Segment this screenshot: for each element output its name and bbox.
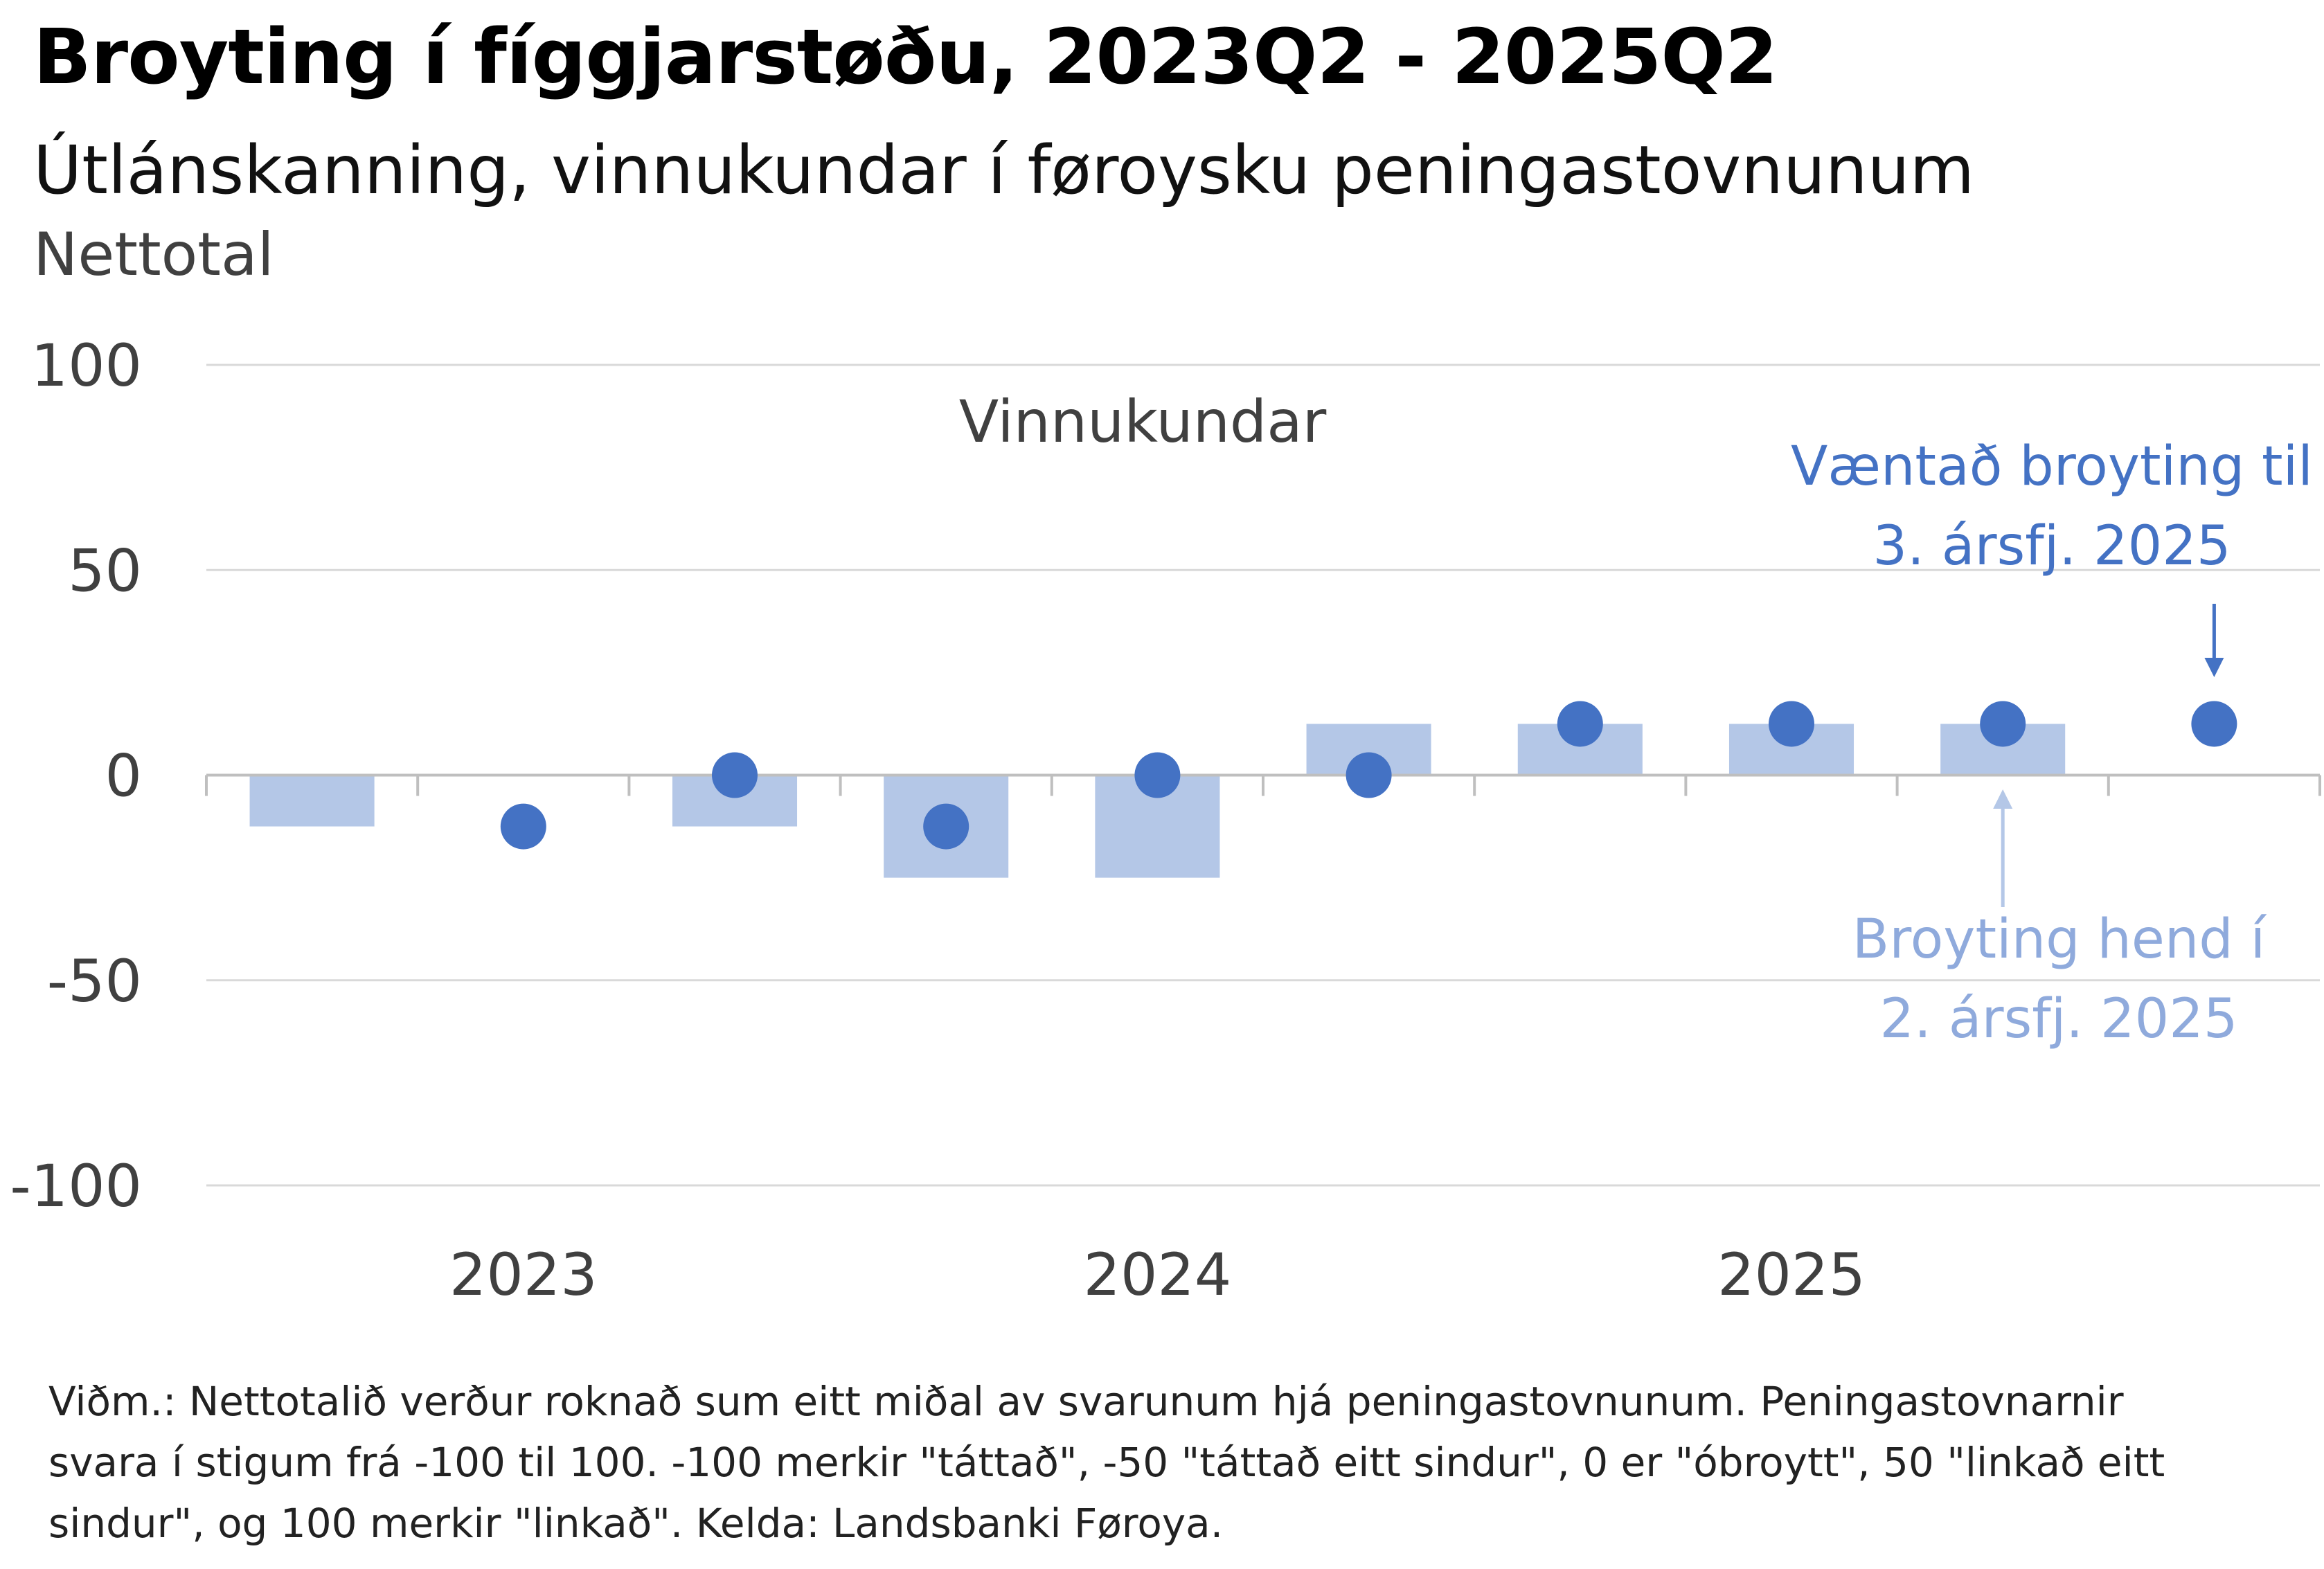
annotation-realised-arrowhead xyxy=(1993,789,2013,809)
dot xyxy=(712,752,758,798)
x-tick-label: 2025 xyxy=(1717,1241,1866,1309)
annotation-realised-text: 2. ársfj. 2025 xyxy=(1880,988,2238,1050)
x-tick-label: 2023 xyxy=(449,1241,598,1309)
dot xyxy=(1769,701,1814,747)
dot xyxy=(2191,701,2237,747)
dot xyxy=(1557,701,1603,747)
dot xyxy=(500,803,546,850)
dot xyxy=(923,803,969,850)
y-tick-label: -50 xyxy=(47,947,142,1015)
x-axis xyxy=(205,773,2321,796)
dot xyxy=(1134,752,1181,798)
dots-layer xyxy=(500,701,2237,850)
dot xyxy=(1980,701,2026,747)
chart-title: Vinnukundar xyxy=(959,388,1327,456)
unit-label: Nettotal xyxy=(33,220,274,289)
gridlines xyxy=(206,364,2320,1187)
bar-dot-chart: 100 50 0 -50 -100 2023 2024 2025 Vinnukundar Væ… xyxy=(10,332,2321,1309)
annotation-realised-text: Broyting hend í xyxy=(1852,908,2267,971)
page-title: Broyting í fíggjarstøðu, 2023Q2 - 2025Q2 xyxy=(33,12,1778,101)
annotation-expected-text: Væntað broyting til xyxy=(1791,436,2313,498)
annotation-expected-arrowhead xyxy=(2204,658,2224,677)
y-tick-label: 0 xyxy=(105,742,142,810)
footnote-line-1: Viðm.: Nettotalið verður roknað sum eitt… xyxy=(48,1378,2124,1425)
footnote-line-3: sindur", og 100 merkir "linkað". Kelda: … xyxy=(48,1500,1224,1547)
y-tick-label: 50 xyxy=(68,537,142,604)
bars-layer xyxy=(249,724,2066,878)
footnote: Viðm.: Nettotalið verður roknað sum eitt… xyxy=(48,1371,2285,1554)
annotations: Væntað broyting til 3. ársfj. 2025 Broytin… xyxy=(1791,436,2313,1050)
page-subtitle: Útlánskanning, vinnukundar í føroysku pe… xyxy=(33,132,1975,209)
annotation-expected-text: 3. ársfj. 2025 xyxy=(1873,515,2231,577)
bar xyxy=(249,775,375,827)
axis-labels: 100 50 0 -50 -100 2023 2024 2025 xyxy=(10,332,1866,1309)
dot xyxy=(1346,752,1392,798)
y-tick-label: -100 xyxy=(10,1152,142,1220)
x-tick-label: 2024 xyxy=(1084,1241,1232,1309)
y-tick-label: 100 xyxy=(31,332,142,400)
footnote-line-2: svara í stigum frá -100 til 100. -100 me… xyxy=(48,1439,2165,1486)
